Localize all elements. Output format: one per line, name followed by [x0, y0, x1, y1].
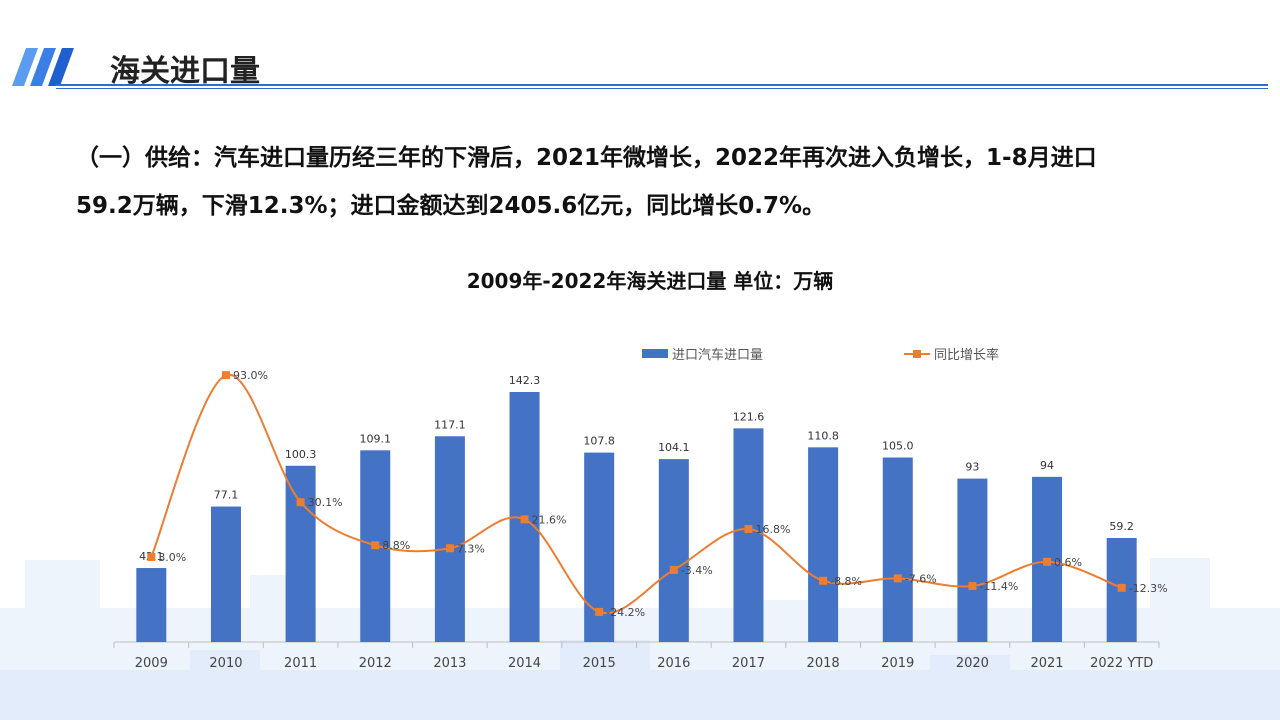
x-tick-label: 2016 — [657, 656, 690, 671]
bar-label: 104.1 — [658, 441, 690, 454]
bar-label: 117.1 — [434, 418, 466, 431]
x-tick-label: 2020 — [956, 656, 989, 671]
x-tick-label: 2014 — [508, 656, 541, 671]
legend-line-swatch — [904, 349, 930, 358]
growth-point — [893, 574, 902, 583]
legend-line-label: 同比增长率 — [934, 348, 1000, 363]
growth-label: -8.8% — [830, 575, 862, 588]
bar-label: 93 — [965, 461, 979, 474]
bar — [210, 506, 241, 642]
growth-point — [669, 565, 678, 574]
bar-label: 110.8 — [807, 429, 839, 442]
bar — [285, 465, 316, 642]
growth-point — [520, 515, 529, 524]
growth-label: 30.1% — [308, 496, 343, 509]
growth-point — [595, 607, 604, 616]
growth-point — [445, 544, 454, 553]
bar-label: 59.2 — [1109, 520, 1134, 533]
growth-label: -3.4% — [681, 564, 713, 577]
bar-label: 109.1 — [360, 432, 392, 445]
legend-bar: 进口汽车进口量 — [642, 344, 763, 363]
growth-point — [968, 582, 977, 591]
growth-label: 3.0% — [158, 551, 186, 564]
growth-label: 0.6% — [1054, 556, 1082, 569]
legend-bar-swatch — [642, 349, 668, 358]
growth-point — [819, 576, 828, 585]
x-tick-label: 2021 — [1030, 656, 1063, 671]
bar-label: 142.3 — [509, 374, 541, 387]
x-tick-label: 2017 — [732, 656, 765, 671]
bar — [136, 568, 167, 642]
bar-label: 121.6 — [733, 410, 765, 423]
x-tick-label: 2015 — [583, 656, 616, 671]
bar-label: 100.3 — [285, 448, 317, 461]
bar — [733, 428, 764, 642]
summary-line-1: （一）供给：汽车进口量历经三年的下滑后，2021年微增长，2022年再次进入负增… — [76, 145, 1097, 171]
x-tick-label: 2022 YTD — [1090, 656, 1153, 671]
page-title: 海关进口量 — [110, 54, 260, 89]
bar — [882, 457, 913, 642]
growth-point — [1043, 557, 1052, 566]
header-divider-thin — [56, 88, 1268, 89]
x-tick-label: 2012 — [359, 656, 392, 671]
bar-label: 94 — [1040, 459, 1054, 472]
growth-point — [147, 552, 156, 561]
growth-label: 93.0% — [233, 369, 268, 382]
bar-label: 107.8 — [583, 435, 615, 448]
x-tick-label: 2019 — [881, 656, 914, 671]
growth-label: -7.6% — [905, 572, 937, 585]
bar-label: 105.0 — [882, 440, 914, 453]
growth-label: -24.2% — [606, 606, 645, 619]
growth-label: 16.8% — [755, 523, 790, 536]
growth-label: 21.6% — [532, 513, 567, 526]
x-tick-label: 2018 — [807, 656, 840, 671]
bar — [658, 459, 689, 642]
legend-bar-label: 进口汽车进口量 — [672, 348, 764, 363]
growth-label: -12.3% — [1129, 582, 1168, 595]
growth-label: -11.4% — [979, 580, 1018, 593]
x-tick-label: 2009 — [135, 656, 168, 671]
summary-paragraph: （一）供给：汽车进口量历经三年的下滑后，2021年微增长，2022年再次进入负增… — [76, 134, 1256, 230]
growth-point — [744, 525, 753, 534]
growth-point — [221, 371, 230, 380]
header-divider — [56, 84, 1268, 86]
growth-point — [371, 541, 380, 550]
chart-title: 2009年-2022年海关进口量 单位：万辆 — [466, 269, 834, 293]
header-stripes-icon — [12, 48, 74, 86]
bar — [808, 447, 839, 642]
growth-point — [296, 498, 305, 507]
x-tick-label: 2011 — [284, 656, 317, 671]
bar-label: 77.1 — [214, 489, 239, 502]
x-tick-label: 2010 — [209, 656, 242, 671]
x-tick-label: 2013 — [433, 656, 466, 671]
growth-label: 8.8% — [382, 539, 410, 552]
bar — [434, 436, 465, 642]
summary-line-2: 59.2万辆，下滑12.3%；进口金额达到2405.6亿元，同比增长0.7%。 — [76, 193, 826, 219]
bar — [957, 478, 988, 642]
growth-point — [1117, 583, 1126, 592]
growth-label: 7.3% — [457, 542, 485, 555]
legend-line: 同比增长率 — [904, 344, 999, 363]
